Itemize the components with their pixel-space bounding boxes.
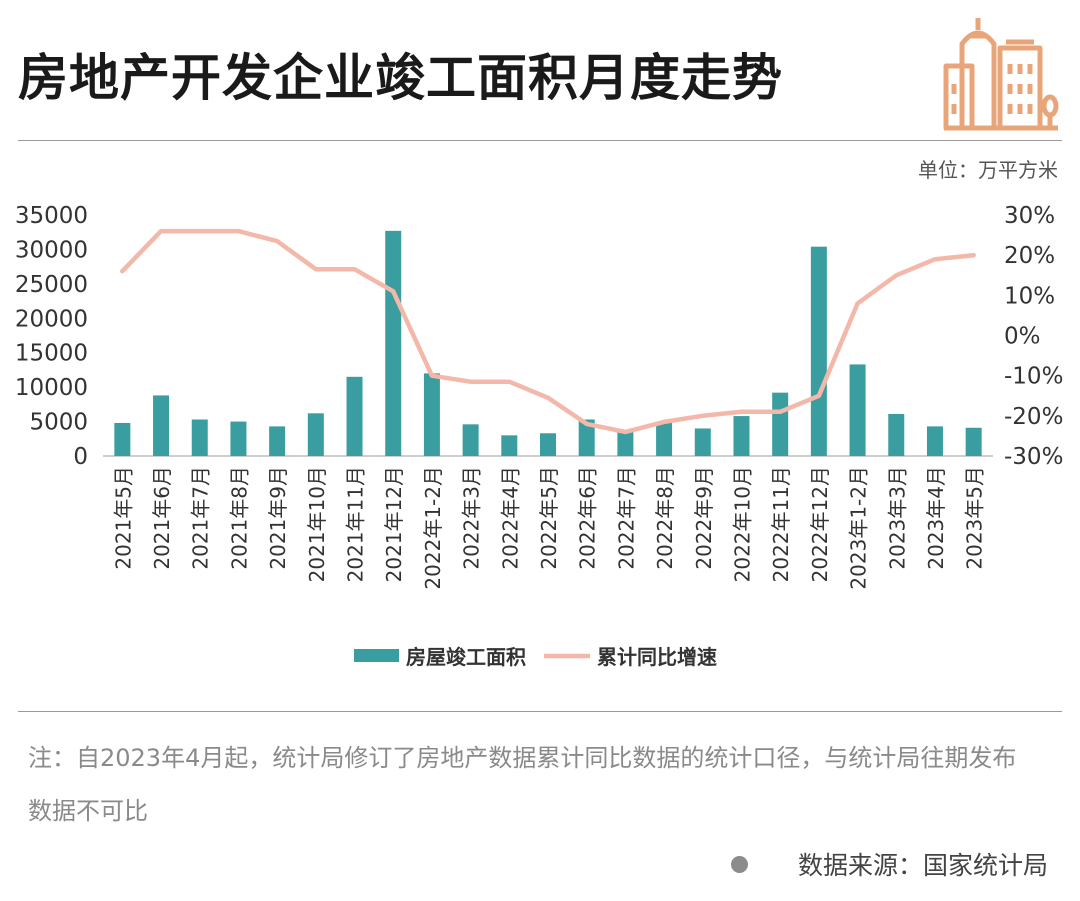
left-tick-label: 20000: [15, 306, 88, 332]
x-tick-label: 2022年10月: [730, 466, 754, 582]
bar: [191, 419, 208, 456]
bar: [269, 426, 286, 456]
bar: [965, 427, 982, 456]
bar: [462, 424, 479, 456]
bar: [114, 422, 131, 456]
x-tick-label: 2023年4月: [924, 466, 948, 570]
x-tick-label: 2022年11月: [769, 466, 793, 582]
x-tick-label: 2022年9月: [692, 466, 716, 570]
header-divider: [18, 140, 1062, 141]
right-tick-label: 0%: [1004, 324, 1041, 350]
growth-line: [120, 228, 976, 435]
right-tick-label: 20%: [1004, 243, 1055, 269]
right-tick-label: 30%: [1004, 203, 1055, 229]
x-tick-label: 2021年9月: [266, 466, 290, 570]
left-tick-label: 15000: [15, 341, 88, 367]
left-tick-label: 25000: [15, 272, 88, 298]
x-tick-label: 2021年10月: [305, 466, 329, 582]
legend-label-line: 累计同比增速: [597, 645, 717, 669]
right-tick-label: 10%: [1004, 283, 1055, 309]
x-tick-label: 2022年12月: [808, 466, 832, 582]
bar: [849, 364, 866, 456]
x-tick-label: 2022年3月: [460, 466, 484, 570]
right-tick-label: -10%: [1004, 364, 1063, 390]
x-tick-label: 2022年8月: [653, 466, 677, 570]
left-tick-label: 0: [73, 444, 88, 470]
x-tick-label: 2021年7月: [189, 466, 213, 570]
x-tick-label: 2021年11月: [344, 466, 368, 582]
left-tick-label: 35000: [15, 203, 88, 229]
x-tick-label: 2021年12月: [382, 466, 406, 582]
bar: [772, 392, 789, 456]
source-text: 数据来源：国家统计局: [797, 851, 1048, 880]
right-tick-label: -20%: [1004, 404, 1063, 430]
bar: [617, 430, 634, 456]
city-buildings-icon: [943, 18, 1059, 131]
bar: [346, 376, 363, 456]
left-axis: 0 5000 10000 15000 20000 25000 30000 35000: [15, 203, 88, 470]
bar: [423, 373, 440, 456]
data-source: 数据来源：国家统计局: [730, 846, 1048, 882]
x-tick-label: 2022年5月: [537, 466, 561, 570]
bar: [733, 416, 750, 456]
bar-series: [114, 230, 982, 456]
left-tick-label: 30000: [15, 237, 88, 263]
bar: [307, 413, 324, 456]
legend-swatch-bar: [354, 649, 399, 662]
bar: [153, 395, 170, 456]
bar: [230, 421, 247, 456]
footnote: 注：自2023年4月起，统计局修订了房地产数据累计同比数据的统计口径，与统计局往…: [28, 744, 1017, 825]
left-tick-label: 5000: [29, 410, 88, 436]
x-tick-label: 2021年5月: [111, 466, 135, 570]
bar: [656, 422, 673, 456]
bullet-dot-icon: [730, 855, 748, 873]
x-tick-label: 2021年8月: [227, 466, 251, 570]
bar: [501, 435, 518, 456]
bar: [385, 230, 402, 456]
x-tick-label: 2023年5月: [963, 466, 987, 570]
x-tick-label: 2023年1-2月: [847, 466, 871, 590]
bar: [810, 246, 827, 456]
x-axis-labels: 2021年5月 2021年6月 2021年7月 2021年8月 2021年9月 2021年…: [111, 466, 986, 590]
x-tick-label: 2022年4月: [498, 466, 522, 570]
bar: [694, 428, 711, 456]
footer-divider: [18, 711, 1062, 712]
bar: [888, 413, 905, 456]
x-tick-label: 2022年1-2月: [421, 466, 445, 590]
unit-label: 单位：万平方米: [918, 158, 1058, 182]
bar: [540, 433, 556, 456]
x-tick-label: 2022年7月: [614, 466, 638, 570]
left-tick-label: 10000: [15, 375, 88, 401]
page-title: 房地产开发企业竣工面积月度走势: [18, 49, 783, 107]
x-tick-label: 2023年3月: [885, 466, 909, 570]
legend-label-bar: 房屋竣工面积: [406, 645, 526, 669]
bar: [578, 419, 595, 456]
bar: [926, 426, 943, 456]
right-axis: -30% -20% -10% 0% 10% 20% 30%: [1004, 203, 1063, 470]
right-tick-label: -30%: [1004, 444, 1063, 470]
x-tick-label: 2022年6月: [576, 466, 600, 570]
x-tick-label: 2021年6月: [150, 466, 174, 570]
chart: 单位：万平方米 0 5000 10000 15000 20000 25000 30000 35…: [15, 158, 1064, 669]
legend: 房屋竣工面积 累计同比增速: [354, 645, 717, 669]
